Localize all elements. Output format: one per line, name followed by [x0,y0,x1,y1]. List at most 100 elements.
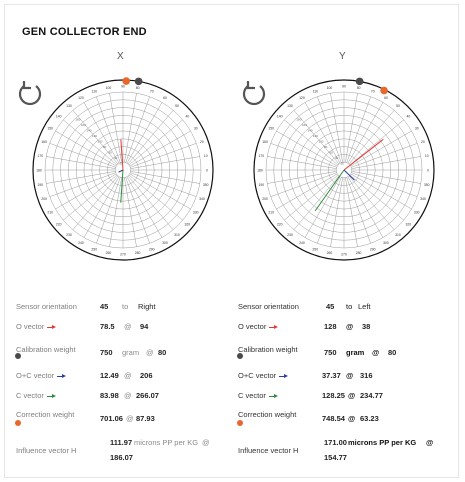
grid-spoke [317,177,342,244]
angle-tick-label: 60 [384,96,388,100]
angle-tick-label: 150 [268,127,274,131]
angle-tick-label: 160 [262,140,268,144]
grid-spoke [125,177,150,244]
angle-tick-label: 110 [313,90,319,94]
c-vector-line [314,169,345,212]
grid-spoke [72,175,119,230]
grid-spoke [293,175,340,230]
angle-tick-label: 270 [341,253,347,257]
grid-spoke [351,156,421,169]
angle-tick-label: 280 [135,251,141,255]
angle-tick-label: 0 [206,169,208,173]
angle-tick-label: 330 [414,211,420,215]
correction-weight-marker [122,77,131,85]
o-vector-line [343,138,384,171]
calibration-weight-marker [355,77,364,86]
angle-tick-label: 30 [415,127,419,131]
angle-tick-label: 140 [56,115,62,119]
grid-spoke [346,96,371,163]
grid-spoke [267,156,337,169]
outer-ring [253,79,435,261]
angle-tick-label: 230 [66,233,72,237]
angle-tick-label: 290 [149,247,155,251]
grid-spoke [49,143,116,168]
angle-tick-label: 90 [342,85,346,89]
page-title: GEN COLLECTOR END [22,26,147,38]
angle-tick-label: 120 [78,96,84,100]
angle-tick-label: 180 [36,169,42,173]
rotate-ccw-icon[interactable] [16,80,44,108]
grid-spoke [267,171,337,184]
angle-tick-label: 310 [174,233,180,237]
angle-tick-label: 210 [47,211,53,215]
angle-tick-label: 90 [121,85,125,89]
angle-tick-label: 20 [200,140,204,144]
angle-tick-label: 350 [424,183,430,187]
grid-spoke [109,93,122,163]
grid-spoke [330,93,343,163]
angle-tick-label: 310 [395,233,401,237]
radius-tick-label: 180 [75,117,80,121]
grid-spoke [130,172,197,197]
angle-tick-label: 0 [427,169,429,173]
angle-tick-label: 150 [47,127,53,131]
grid-spoke [124,177,137,247]
angle-tick-label: 30 [194,127,198,131]
green-arrow-icon [46,393,56,399]
angle-tick-label: 250 [312,247,318,251]
grid-spoke [129,173,191,210]
grid-spoke [127,175,174,230]
angle-tick-label: 100 [106,86,112,90]
angle-tick-label: 350 [203,183,209,187]
angle-tick-label: 190 [258,183,264,187]
blue-arrow-icon [279,373,289,379]
grid-spoke [347,176,384,238]
angle-tick-label: 50 [396,104,400,108]
angle-tick-label: 340 [199,197,205,201]
calibration-weight-dot-icon [15,353,21,359]
grid-spoke [330,177,343,247]
angle-tick-label: 110 [92,90,98,94]
angle-tick-label: 340 [420,197,426,201]
grid-spoke [130,156,200,169]
angle-tick-label: 250 [91,247,97,251]
grid-spoke [304,102,341,164]
grid-spoke [83,176,120,238]
angle-tick-label: 170 [37,154,43,158]
angle-tick-label: 260 [106,251,112,255]
grid-spoke [125,96,150,163]
angle-tick-label: 300 [383,241,389,245]
grid-spoke [63,119,118,166]
grid-spoke [126,176,163,238]
polar-plot-x: 0 10 20 30 40 50 60 70 80 90 100 110 120 130 140 150 160… [32,77,214,261]
c-vector-line [120,169,124,203]
grid-spoke [345,93,358,163]
rotate-ccw-icon[interactable] [240,80,268,108]
grid-spoke [317,96,342,163]
angle-tick-label: 20 [421,140,425,144]
grid-spoke [270,172,337,197]
grid-spoke [55,173,117,210]
angle-tick-label: 40 [406,115,410,119]
radius-tick-label: 120 [313,134,318,138]
grid-spoke [127,110,174,165]
angle-tick-label: 190 [37,183,43,187]
radius-tick-label: 160 [302,123,307,127]
grid-spoke [350,130,412,167]
grid-spoke [109,177,122,247]
grid-spoke [276,173,338,210]
radius-tick-label: 80 [103,145,107,149]
angle-tick-label: 70 [371,90,375,94]
blue-arrow-icon [57,373,67,379]
angle-tick-label: 240 [78,241,84,245]
radius-tick-label: 100 [318,139,323,143]
angle-tick-label: 160 [41,140,47,144]
angle-tick-label: 70 [150,90,154,94]
angle-tick-label: 10 [204,154,208,158]
grid-spoke [293,110,340,165]
angle-tick-label: 40 [185,115,189,119]
radius-tick-label: 60 [108,150,112,154]
grid-spoke [270,143,337,168]
red-arrow-icon [269,324,279,330]
radius-tick-label: 60 [329,150,333,154]
